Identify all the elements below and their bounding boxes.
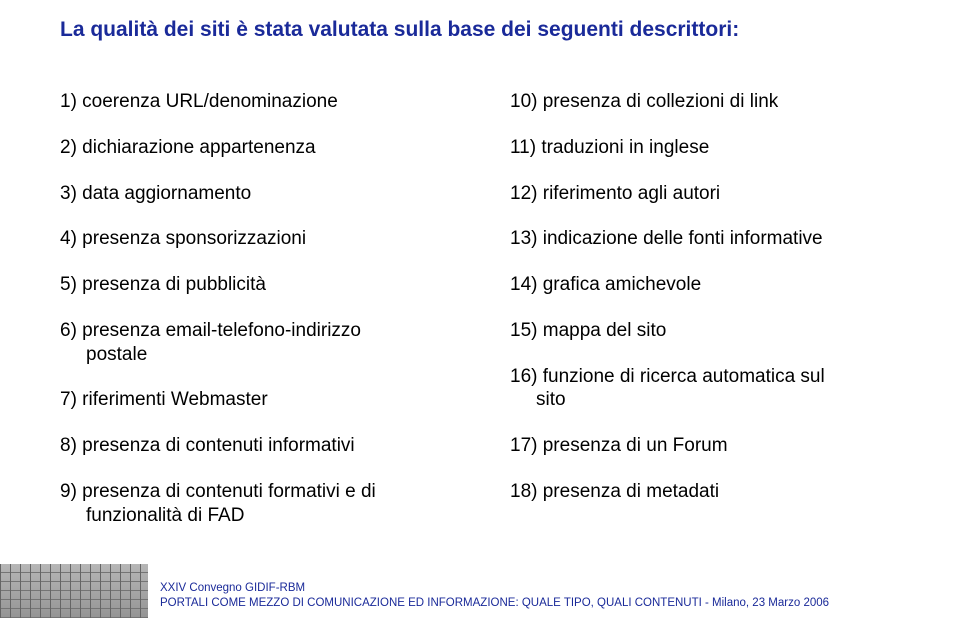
slide: La qualità dei siti è stata valutata sul… xyxy=(0,0,960,618)
columns: 1) coerenza URL/denominazione 2) dichiar… xyxy=(40,90,920,549)
list-item: 16) funzione di ricerca automatica sulsi… xyxy=(510,365,930,413)
list-item: 4) presenza sponsorizzazioni xyxy=(60,227,490,251)
list-item: 10) presenza di collezioni di link xyxy=(510,90,930,114)
footer-text: XXIV Convegno GIDIF-RBM PORTALI COME MEZ… xyxy=(148,581,829,618)
footer: XXIV Convegno GIDIF-RBM PORTALI COME MEZ… xyxy=(0,560,960,618)
list-item: 13) indicazione delle fonti informative xyxy=(510,227,930,251)
list-item: 17) presenza di un Forum xyxy=(510,434,930,458)
list-item: 1) coerenza URL/denominazione xyxy=(60,90,490,114)
list-item: 6) presenza email-telefono-indirizzopost… xyxy=(60,319,490,367)
footer-line2: PORTALI COME MEZZO DI COMUNICAZIONE ED I… xyxy=(160,596,829,612)
list-item: 7) riferimenti Webmaster xyxy=(60,388,490,412)
list-item: 2) dichiarazione appartenenza xyxy=(60,136,490,160)
list-item: 11) traduzioni in inglese xyxy=(510,136,930,160)
right-column: 10) presenza di collezioni di link 11) t… xyxy=(510,90,930,549)
list-item: 12) riferimento agli autori xyxy=(510,182,930,206)
list-item: 15) mappa del sito xyxy=(510,319,930,343)
footer-image xyxy=(0,564,148,618)
list-item: 8) presenza di contenuti informativi xyxy=(60,434,490,458)
list-item: 14) grafica amichevole xyxy=(510,273,930,297)
list-item: 18) presenza di metadati xyxy=(510,480,930,504)
list-item: 5) presenza di pubblicità xyxy=(60,273,490,297)
left-column: 1) coerenza URL/denominazione 2) dichiar… xyxy=(60,90,490,549)
footer-line1: XXIV Convegno GIDIF-RBM xyxy=(160,581,829,597)
slide-title: La qualità dei siti è stata valutata sul… xyxy=(60,18,920,42)
list-item: 9) presenza di contenuti formativi e dif… xyxy=(60,480,490,528)
list-item: 3) data aggiornamento xyxy=(60,182,490,206)
